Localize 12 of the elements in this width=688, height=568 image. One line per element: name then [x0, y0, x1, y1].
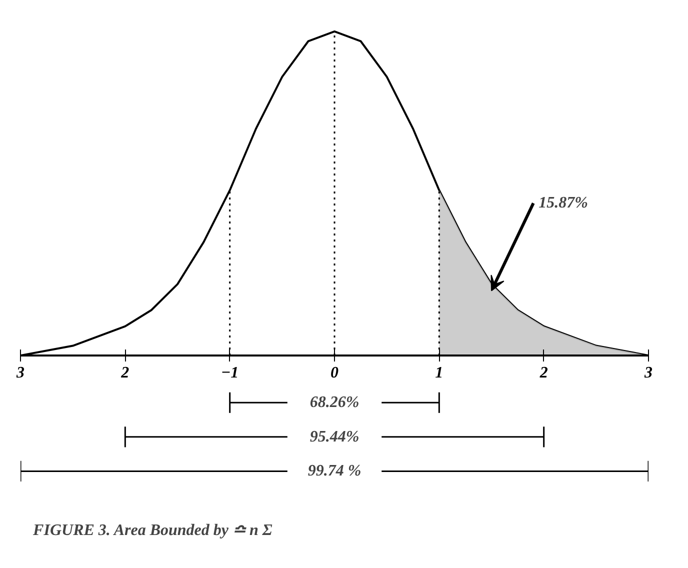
x-tick-label: 2 — [120, 364, 130, 382]
x-tick-label: 3 — [16, 364, 24, 382]
text: FIGURE 3. Area Bounded by ≏ n Σ — [32, 522, 272, 539]
text: 68.26% — [310, 394, 360, 412]
x-tick-label: 3 — [644, 364, 652, 382]
x-tick-label: 0 — [330, 364, 338, 382]
annotation: 15.87% — [538, 194, 588, 212]
text: 99.74 % — [308, 462, 362, 480]
x-tick-label: −1 — [220, 364, 239, 382]
x-tick-label: 1 — [435, 364, 444, 382]
x-tick-label: 2 — [538, 364, 548, 382]
text: 95.44% — [310, 428, 360, 446]
